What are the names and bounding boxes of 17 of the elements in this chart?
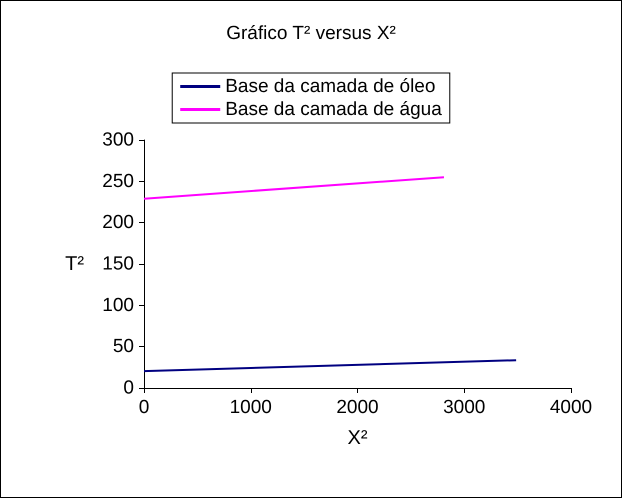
x-tick-label: 2000 [336,397,379,418]
chart-title: Gráfico T² versus X² [226,23,396,44]
x-tick-label: 3000 [443,397,486,418]
legend-label: Base da camada de água [225,99,442,120]
y-tick-label: 100 [102,294,134,316]
x-axis-title: X² [348,427,368,449]
x-tick-label: 1000 [230,397,272,418]
x-tick-label: 0 [138,397,150,418]
legend-label: Base da camada de óleo [225,76,436,97]
y-tick-label: 250 [102,170,134,192]
x-tick-label: 4000 [550,397,592,418]
y-tick-label: 150 [102,254,134,274]
y-tick-label: 50 [112,336,134,358]
y-axis-title: T² [65,253,84,275]
y-tick-label: 300 [102,130,134,150]
y-tick-label: 0 [123,378,134,398]
y-tick-label: 200 [102,212,134,234]
